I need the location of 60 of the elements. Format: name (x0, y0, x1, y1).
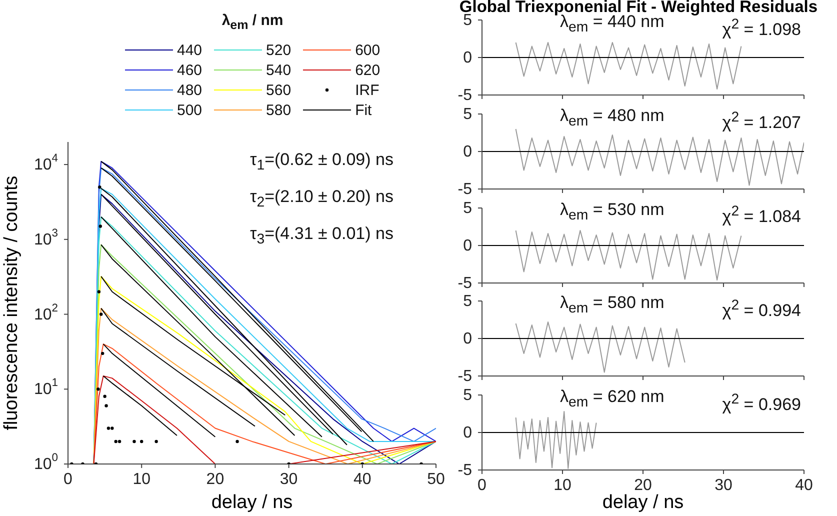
annotation: λ$_{em}$ = 620 nm (560, 387, 664, 410)
legend-label: 480 (177, 82, 202, 98)
legend-label: 580 (266, 102, 292, 118)
legend-label: IRF (355, 82, 380, 98)
x-tick-label: 0 (64, 471, 73, 488)
legend-label: 500 (177, 102, 202, 118)
y-tick-label: 10$^{2}$ (34, 302, 58, 323)
annotation: λ$_{em}$ = 440 nm (560, 12, 664, 36)
y-tick-label: 0 (463, 49, 472, 66)
x-tick-label: 40 (354, 471, 372, 488)
x-tick-label: 20 (206, 471, 224, 488)
annotation: λ$_{em}$ = 480 nm (560, 106, 664, 130)
annotation: χ$^{2}$ = 0.994 (722, 297, 801, 320)
y-tick-label: 5 (463, 12, 472, 28)
x-tick-label: 50 (427, 471, 445, 488)
y-tick-label: -5 (458, 274, 472, 291)
annotation: χ$^{2}$ = 1.098 (722, 16, 801, 39)
y-tick-label: 0 (463, 424, 472, 441)
legend-label: 560 (266, 82, 292, 98)
x-tick-label: 0 (478, 477, 487, 494)
y-tick-label: -5 (458, 368, 472, 385)
y-tick-label: 10$^{3}$ (34, 227, 58, 248)
y-tick-label: -5 (458, 462, 472, 478)
y-tick-label: 10$^{0}$ (34, 452, 58, 472)
annotation: χ$^{2}$ = 1.084 (722, 204, 801, 226)
legend-label: 540 (266, 62, 292, 78)
annotation: λ$_{em}$ = 580 nm (560, 293, 664, 317)
legend-title: λ$_{em}$ / nm (222, 12, 284, 32)
annotation: τ$_{2}$=(2.10 ± 0.20) ns (250, 187, 394, 210)
y-tick-label: 10$^{4}$ (34, 152, 58, 174)
legend-label: Fit (355, 102, 372, 118)
x-tick-label: 30 (714, 477, 732, 494)
y-axis-title: fluorescence intensity / counts (1, 176, 22, 430)
annotation: χ$^{2}$ = 1.207 (722, 110, 801, 132)
x-tick-label: 40 (795, 477, 813, 494)
x-axis-title: delay / ns (211, 492, 293, 513)
x-tick-label: 10 (132, 471, 151, 488)
y-tick-label: 5 (463, 386, 472, 404)
y-tick-label: 5 (463, 199, 472, 216)
annotation: χ$^{2}$ = 0.969 (722, 391, 801, 414)
y-tick-label: 0 (463, 330, 472, 348)
legend-label: 440 (177, 42, 202, 58)
y-tick-label: -5 (458, 86, 472, 104)
annotation: τ$_{1}$=(0.62 ± 0.09) ns (250, 150, 394, 174)
legend-label: 520 (266, 42, 292, 58)
y-tick-label: 0 (463, 236, 472, 254)
y-tick-label: 10$^{1}$ (34, 377, 58, 398)
x-tick-label: 10 (554, 477, 572, 494)
x-tick-label: 30 (280, 471, 298, 488)
x-axis-title: delay / ns (602, 492, 684, 513)
y-tick-label: -5 (458, 180, 472, 198)
legend-label: 620 (355, 62, 380, 78)
legend-label: 460 (177, 62, 202, 78)
y-tick-label: 0 (463, 142, 472, 160)
y-tick-label: 5 (463, 105, 472, 122)
annotation: τ$_{3}$=(4.31 ± 0.01) ns (250, 224, 394, 248)
x-tick-label: 20 (634, 477, 652, 494)
annotation: λ$_{em}$ = 530 nm (560, 200, 664, 223)
y-tick-label: 5 (463, 292, 472, 310)
legend-label: 600 (355, 42, 380, 58)
